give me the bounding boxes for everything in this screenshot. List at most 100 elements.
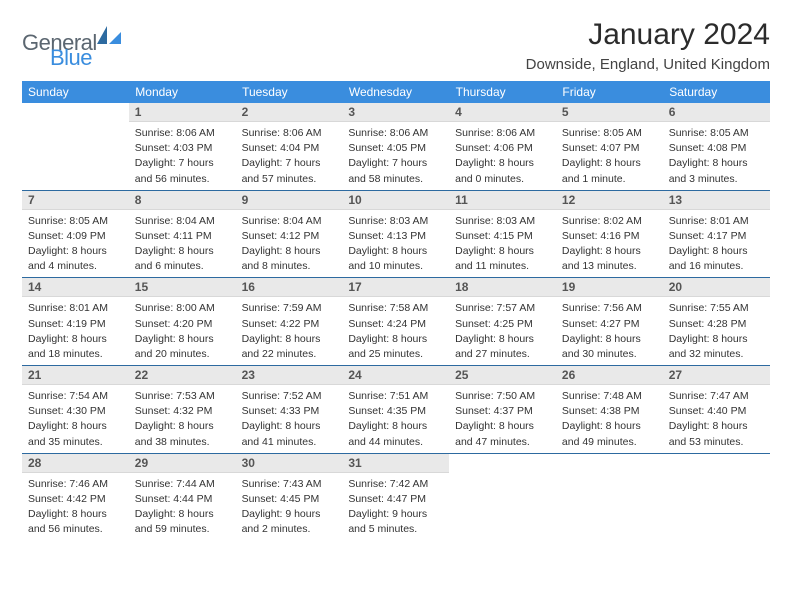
day-details: Sunrise: 7:44 AMSunset: 4:44 PMDaylight:… <box>129 473 236 541</box>
daylight-text: Daylight: 9 hours <box>348 507 443 521</box>
sunrise-text: Sunrise: 8:04 AM <box>242 214 337 228</box>
daylight-text: Daylight: 8 hours <box>348 419 443 433</box>
calendar-cell <box>663 453 770 540</box>
sunset-text: Sunset: 4:09 PM <box>28 229 123 243</box>
daylight-text: and 57 minutes. <box>242 172 337 186</box>
daylight-text: Daylight: 8 hours <box>669 332 764 346</box>
daylight-text: and 56 minutes. <box>135 172 230 186</box>
day-details: Sunrise: 7:57 AMSunset: 4:25 PMDaylight:… <box>449 297 556 365</box>
day-details: Sunrise: 7:56 AM Sunset: 4:27 PMDaylight:… <box>556 297 663 365</box>
day-details: Sunrise: 8:06 AMSunset: 4:03 PMDaylight:… <box>129 122 236 190</box>
calendar-cell: 7Sunrise: 8:05 AMSunset: 4:09 PMDaylight… <box>22 190 129 278</box>
daylight-text: Daylight: 7 hours <box>348 156 443 170</box>
calendar-week-row: 28Sunrise: 7:46 AMSunset: 4:42 PMDayligh… <box>22 453 770 540</box>
sunrise-text: Sunrise: 7:55 AM <box>669 301 764 315</box>
day-number: 4 <box>449 103 556 122</box>
weekday-header: Thursday <box>449 81 556 103</box>
day-details: Sunrise: 7:42 AMSunset: 4:47 PMDaylight:… <box>342 473 449 541</box>
day-number: 21 <box>22 366 129 385</box>
sunset-text: Sunset: 4:12 PM <box>242 229 337 243</box>
logo: General Blue <box>22 24 123 69</box>
daylight-text: and 44 minutes. <box>348 435 443 449</box>
sunset-text: Sunset: 4:45 PM <box>242 492 337 506</box>
day-details: Sunrise: 7:51 AMSunset: 4:35 PMDaylight:… <box>342 385 449 453</box>
daylight-text: and 20 minutes. <box>135 347 230 361</box>
calendar-cell: 3Sunrise: 8:06 AMSunset: 4:05 PMDaylight… <box>342 103 449 190</box>
location-text: Downside, England, United Kingdom <box>526 56 770 73</box>
sunset-text: Sunset: 4:20 PM <box>135 317 230 331</box>
sunrise-text: Sunrise: 7:58 AM <box>348 301 443 315</box>
day-number: 26 <box>556 366 663 385</box>
calendar-cell: 9Sunrise: 8:04 AMSunset: 4:12 PMDaylight… <box>236 190 343 278</box>
daylight-text: Daylight: 8 hours <box>135 507 230 521</box>
daylight-text: and 41 minutes. <box>242 435 337 449</box>
calendar-cell: 19 Sunrise: 7:56 AM Sunset: 4:27 PMDayligh… <box>556 278 663 366</box>
weekday-header: Wednesday <box>342 81 449 103</box>
daylight-text: and 49 minutes. <box>562 435 657 449</box>
sunset-text: Sunset: 4:40 PM <box>669 404 764 418</box>
weekday-header: Monday <box>129 81 236 103</box>
day-details: Sunrise: 8:01 AMSunset: 4:19 PMDaylight:… <box>22 297 129 365</box>
day-number: 8 <box>129 191 236 210</box>
calendar-cell: 29Sunrise: 7:44 AMSunset: 4:44 PMDayligh… <box>129 453 236 540</box>
daylight-text: Daylight: 8 hours <box>562 332 657 346</box>
day-details: Sunrise: 7:59 AMSunset: 4:22 PMDaylight:… <box>236 297 343 365</box>
weekday-header: Saturday <box>663 81 770 103</box>
sunset-text: Sunset: 4:13 PM <box>348 229 443 243</box>
day-details: Sunrise: 7:53 AMSunset: 4:32 PMDaylight:… <box>129 385 236 453</box>
day-details: Sunrise: 8:04 AMSunset: 4:11 PMDaylight:… <box>129 210 236 278</box>
day-number: 10 <box>342 191 449 210</box>
sunrise-text: Sunrise: 7:56 AM <box>562 301 657 315</box>
daylight-text: Daylight: 8 hours <box>669 244 764 258</box>
day-details: Sunrise: 7:58 AMSunset: 4:24 PMDaylight:… <box>342 297 449 365</box>
calendar-cell: 23Sunrise: 7:52 AMSunset: 4:33 PMDayligh… <box>236 366 343 454</box>
sunset-text: Sunset: 4:03 PM <box>135 141 230 155</box>
day-details: Sunrise: 7:47 AMSunset: 4:40 PMDaylight:… <box>663 385 770 453</box>
day-details: Sunrise: 7:48 AMSunset: 4:38 PMDaylight:… <box>556 385 663 453</box>
sunset-text: Sunset: 4:27 PM <box>562 317 657 331</box>
calendar-cell: 21Sunrise: 7:54 AMSunset: 4:30 PMDayligh… <box>22 366 129 454</box>
sunset-text: Sunset: 4:35 PM <box>348 404 443 418</box>
daylight-text: Daylight: 8 hours <box>562 419 657 433</box>
sunset-text: Sunset: 4:33 PM <box>242 404 337 418</box>
daylight-text: and 35 minutes. <box>28 435 123 449</box>
daylight-text: and 6 minutes. <box>135 259 230 273</box>
day-number: 28 <box>22 454 129 473</box>
day-number: 24 <box>342 366 449 385</box>
day-number: 19 <box>556 278 663 297</box>
sunset-text: Sunset: 4:11 PM <box>135 229 230 243</box>
day-number: 22 <box>129 366 236 385</box>
daylight-text: and 53 minutes. <box>669 435 764 449</box>
header: General Blue January 2024 Downside, Engl… <box>22 18 770 73</box>
daylight-text: and 11 minutes. <box>455 259 550 273</box>
sunset-text: Sunset: 4:28 PM <box>669 317 764 331</box>
daylight-text: Daylight: 8 hours <box>28 244 123 258</box>
sunrise-text: Sunrise: 7:46 AM <box>28 477 123 491</box>
sunrise-text: Sunrise: 8:02 AM <box>562 214 657 228</box>
sunset-text: Sunset: 4:22 PM <box>242 317 337 331</box>
logo-word-blue: Blue <box>50 48 97 69</box>
day-number: 25 <box>449 366 556 385</box>
sunrise-text: Sunrise: 7:53 AM <box>135 389 230 403</box>
daylight-text: and 18 minutes. <box>28 347 123 361</box>
weekday-header: Tuesday <box>236 81 343 103</box>
sunrise-text: Sunrise: 7:54 AM <box>28 389 123 403</box>
daylight-text: and 56 minutes. <box>28 522 123 536</box>
daylight-text: Daylight: 8 hours <box>669 156 764 170</box>
sunset-text: Sunset: 4:38 PM <box>562 404 657 418</box>
daylight-text: and 1 minute. <box>562 172 657 186</box>
sunset-text: Sunset: 4:19 PM <box>28 317 123 331</box>
day-number: 29 <box>129 454 236 473</box>
daylight-text: Daylight: 8 hours <box>28 332 123 346</box>
calendar-cell: 1Sunrise: 8:06 AMSunset: 4:03 PMDaylight… <box>129 103 236 190</box>
sunrise-text: Sunrise: 7:51 AM <box>348 389 443 403</box>
day-details: Sunrise: 7:54 AMSunset: 4:30 PMDaylight:… <box>22 385 129 453</box>
day-number: 14 <box>22 278 129 297</box>
calendar-week-row: 21Sunrise: 7:54 AMSunset: 4:30 PMDayligh… <box>22 366 770 454</box>
day-number: 20 <box>663 278 770 297</box>
sunrise-text: Sunrise: 7:52 AM <box>242 389 337 403</box>
daylight-text: Daylight: 8 hours <box>135 419 230 433</box>
sunset-text: Sunset: 4:17 PM <box>669 229 764 243</box>
day-details: Sunrise: 8:06 AMSunset: 4:05 PMDaylight:… <box>342 122 449 190</box>
calendar-cell: 17Sunrise: 7:58 AMSunset: 4:24 PMDayligh… <box>342 278 449 366</box>
